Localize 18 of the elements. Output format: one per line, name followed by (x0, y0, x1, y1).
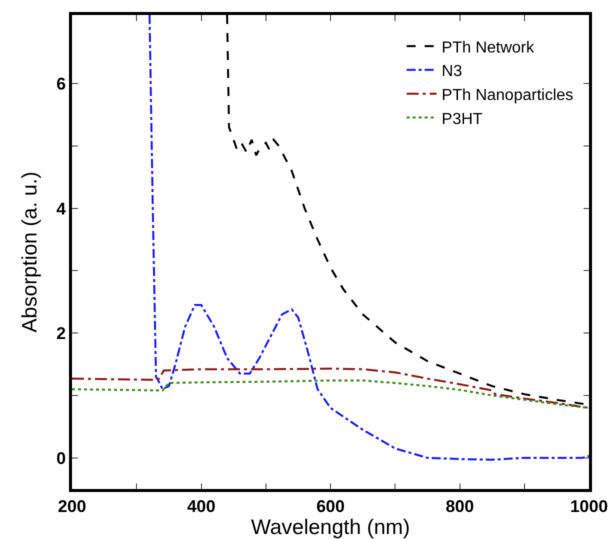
legend-label: PTh Network (442, 39, 536, 56)
y-tick-label: 0 (56, 448, 66, 468)
line-series (72, 368, 589, 409)
x-tick-label: 600 (316, 497, 345, 516)
line-series (72, 379, 589, 409)
y-tick-label: 2 (56, 324, 66, 344)
line-series (148, 15, 589, 461)
y-tick-label: 4 (56, 199, 66, 218)
x-tick-label: 400 (187, 497, 216, 516)
y-tick-label: 6 (56, 74, 66, 94)
x-tick-label: 1000 (570, 497, 608, 516)
legend-label: PTh Nanoparticles (442, 86, 574, 104)
x-tick-label: 200 (58, 497, 86, 516)
x-tick-label: 800 (446, 497, 474, 516)
legend-label: P3HT (442, 110, 483, 128)
y-axis-title: Absorption (a. u.) (18, 171, 42, 333)
legend-label: N3 (442, 63, 462, 80)
x-axis-title: Wavelength (nm) (250, 516, 410, 539)
